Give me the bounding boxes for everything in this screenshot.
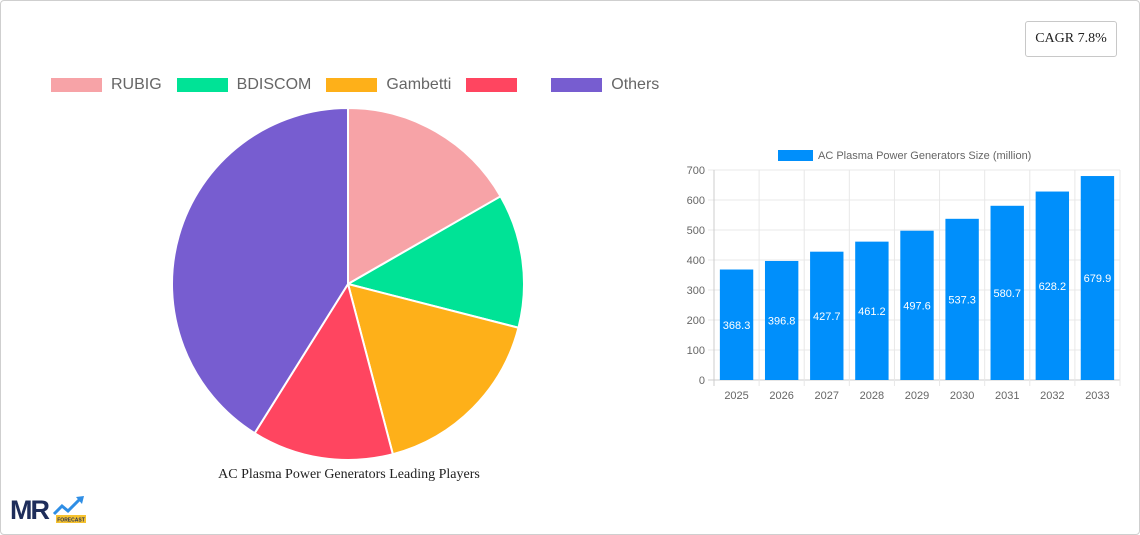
logo-icon: MR FORECAST xyxy=(10,494,90,526)
mr-forecast-logo: MR FORECAST xyxy=(10,494,90,531)
cagr-badge: CAGR 7.8% xyxy=(1025,21,1117,57)
pie-chart xyxy=(0,0,700,470)
pie-chart-title: AC Plasma Power Generators Leading Playe… xyxy=(0,467,698,483)
svg-text:FORECAST: FORECAST xyxy=(57,518,85,524)
svg-text:MR: MR xyxy=(10,495,49,525)
